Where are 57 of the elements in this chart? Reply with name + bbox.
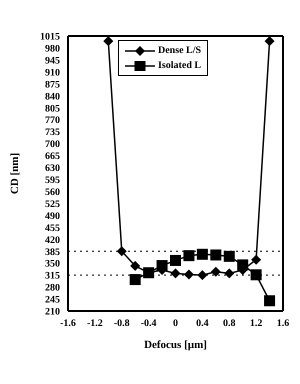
y-tick-label: 805: [45, 103, 60, 114]
point: [264, 36, 275, 46]
x-tick-label: -0.4: [140, 318, 157, 330]
y-tick-label: 665: [45, 151, 60, 162]
point: [210, 266, 221, 277]
y-tick-label: 910: [45, 67, 60, 78]
y-tick-label: 630: [45, 163, 60, 174]
y-axis-title: CD [nm]: [8, 152, 21, 194]
y-tick-label: 350: [45, 258, 60, 270]
x-tick-label: 0.8: [223, 318, 236, 330]
y-tick-label: 315: [45, 270, 60, 282]
point: [170, 254, 181, 266]
point: [116, 246, 127, 256]
point: [156, 260, 168, 272]
x-tick-label: 0.4: [196, 318, 209, 330]
y-tick-label: 280: [45, 282, 60, 294]
y-tick-label: 840: [45, 91, 60, 102]
x-tick-label: -1.6: [60, 318, 76, 330]
point: [170, 268, 180, 278]
x-tick-label: 1.6: [276, 318, 290, 330]
y-tick-label: 210: [45, 306, 60, 318]
point: [237, 259, 248, 270]
point: [184, 269, 194, 280]
x-tick-label: 0: [173, 318, 178, 330]
x-axis-title: Defocus [µm]: [144, 339, 207, 351]
y-tick-label: 245: [45, 294, 60, 306]
x-tick-label: 1.2: [250, 318, 262, 330]
y-tick-label: 700: [45, 139, 60, 150]
legend-label: Dense L/S: [158, 44, 202, 58]
point: [210, 249, 222, 260]
x-tick-label: -1.2: [86, 318, 103, 330]
y-tick-label: 735: [45, 127, 60, 138]
y-tick-label: 525: [45, 198, 60, 210]
y-tick-label: 595: [45, 175, 60, 186]
point: [224, 250, 235, 262]
y-tick-label: 455: [45, 222, 60, 234]
x-tick-label: -0.8: [114, 318, 130, 330]
y-tick-label: 490: [45, 210, 60, 222]
y-tick-label: 1015: [40, 32, 60, 43]
y-tick-label: 980: [45, 44, 60, 55]
point: [196, 248, 208, 260]
point: [251, 254, 262, 265]
point: [197, 270, 208, 280]
point: [130, 274, 141, 286]
y-tick-label: 420: [45, 234, 60, 246]
y-tick-label: 945: [45, 55, 60, 66]
point: [250, 269, 262, 280]
point: [183, 250, 194, 262]
legend-label: Isolated L: [158, 59, 202, 73]
point: [130, 260, 140, 271]
y-tick-label: 770: [45, 115, 60, 126]
point: [103, 36, 114, 46]
y-tick-label: 560: [45, 186, 60, 198]
point: [264, 295, 276, 306]
y-tick-label: 385: [45, 246, 60, 258]
y-tick-label: 875: [45, 79, 60, 90]
point: [224, 268, 234, 278]
